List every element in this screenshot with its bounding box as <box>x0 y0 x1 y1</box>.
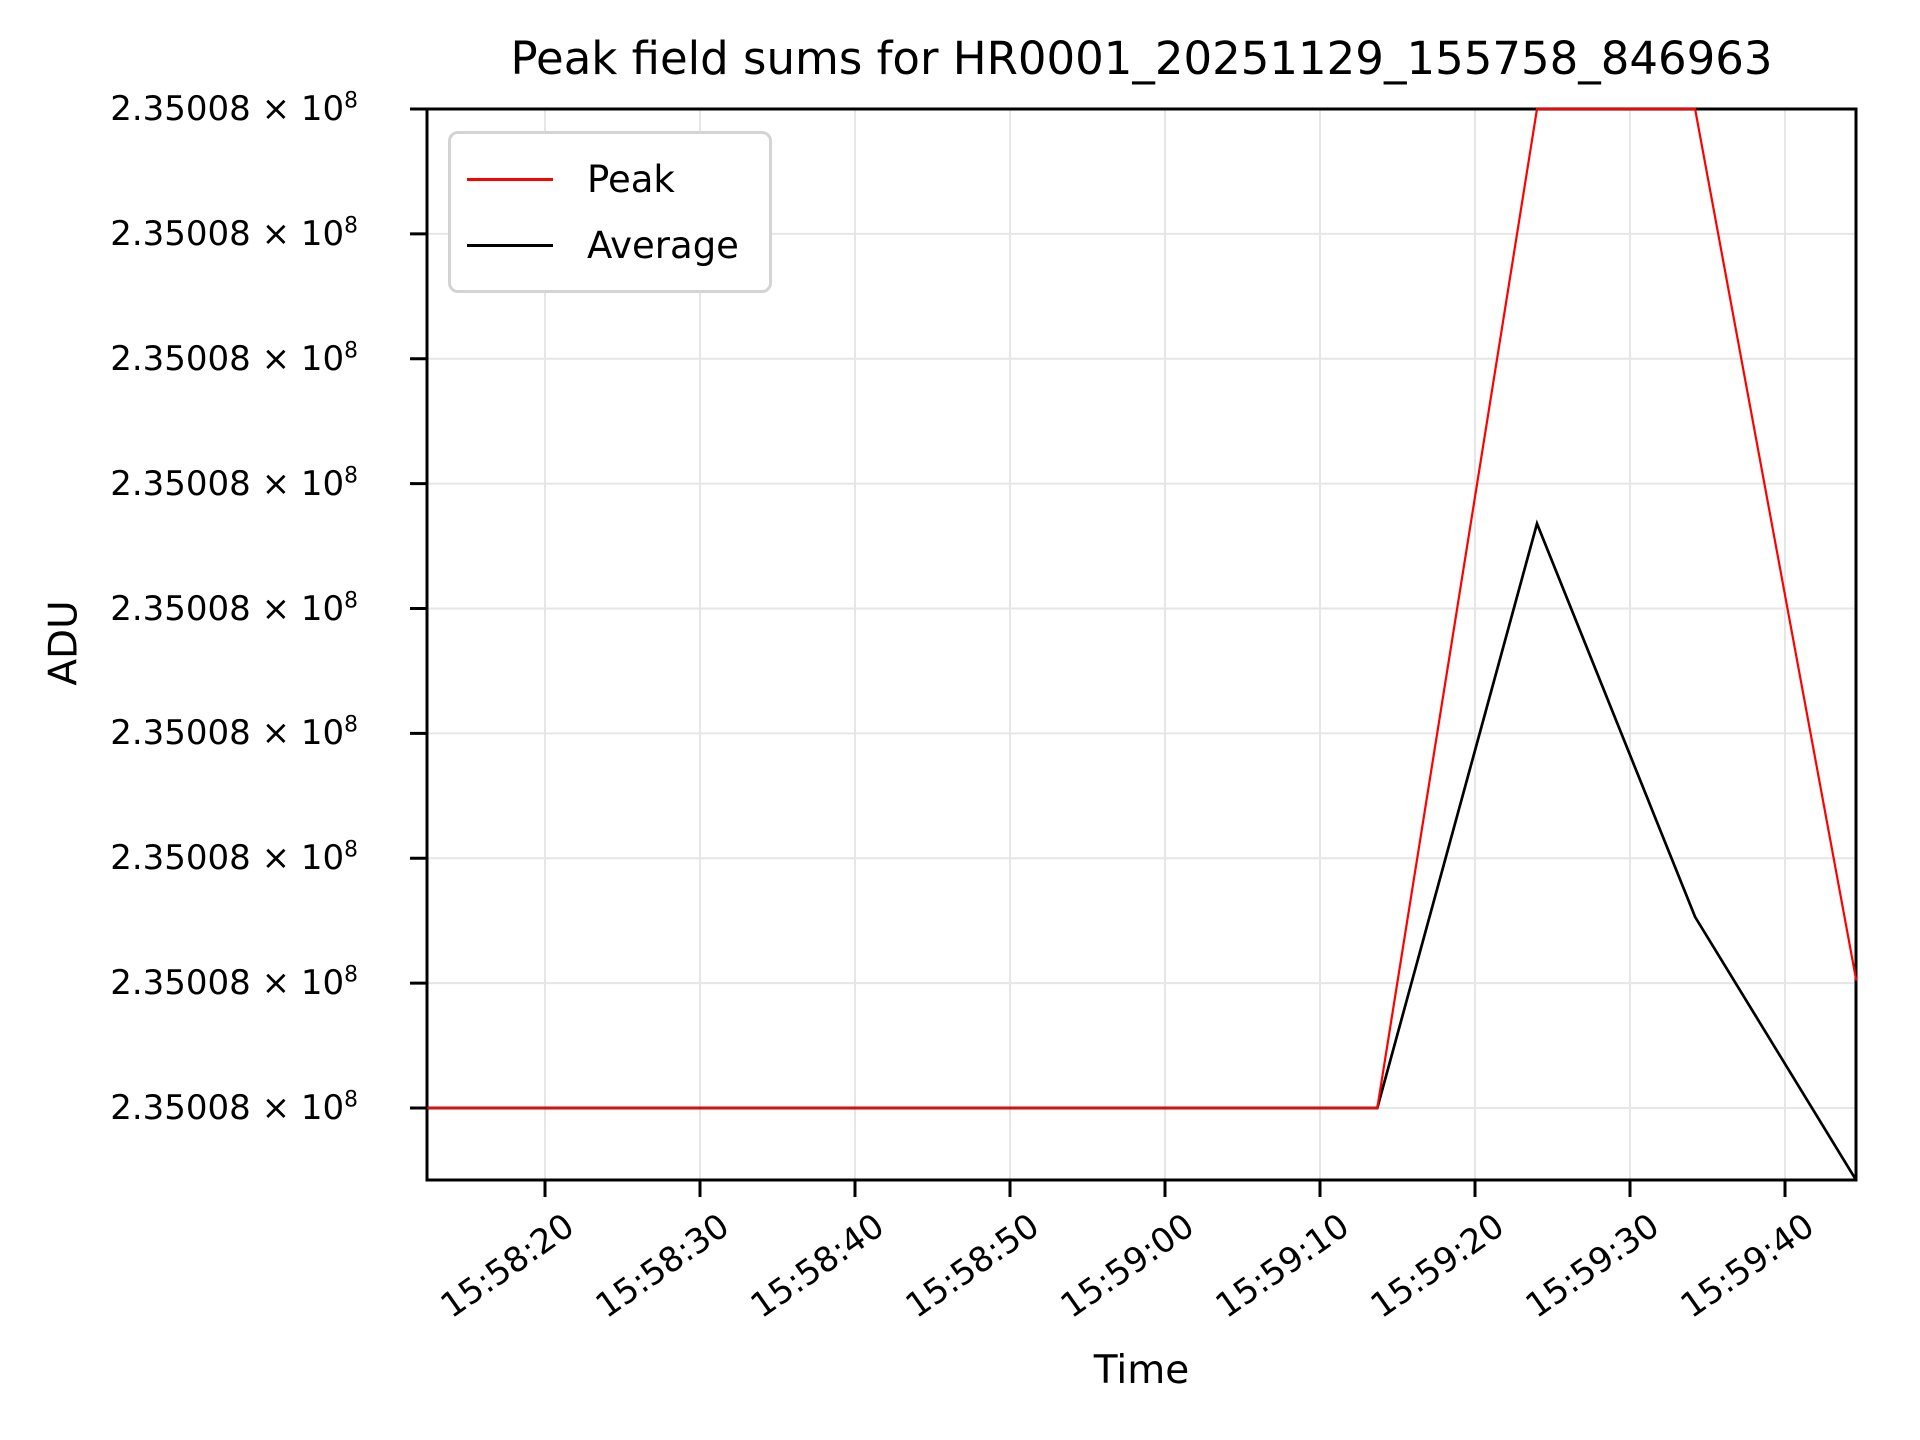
y-tick-label-exponent: 8 <box>344 713 358 739</box>
y-tick-label-mantissa: 2.35008 × 10 <box>110 838 345 879</box>
y-tick-label: 2.35008 × 108 <box>40 836 358 880</box>
y-tick-label-exponent: 8 <box>344 962 358 988</box>
x-axis-label: Time <box>1093 1348 1190 1393</box>
y-tick-label-mantissa: 2.35008 × 10 <box>110 213 345 254</box>
y-tick-label: 2.35008 × 108 <box>40 462 358 506</box>
average-legend-line-icon <box>467 243 553 247</box>
y-tick-label: 2.35008 × 108 <box>40 587 358 631</box>
y-tick-label-mantissa: 2.35008 × 10 <box>110 338 345 379</box>
y-tick-label-exponent: 8 <box>344 463 358 489</box>
y-tick-label-exponent: 8 <box>344 588 358 614</box>
y-tick-label-mantissa: 2.35008 × 10 <box>110 463 345 504</box>
y-tick-label-exponent: 8 <box>344 88 358 114</box>
y-tick-label: 2.35008 × 108 <box>40 1086 358 1130</box>
legend: Peak Average <box>448 131 772 293</box>
y-tick-label-mantissa: 2.35008 × 10 <box>110 89 345 129</box>
chart-title: Peak field sums for HR0001_20251129_1557… <box>510 32 1773 85</box>
y-tick-label-exponent: 8 <box>344 1087 358 1113</box>
peak-line <box>427 107 1858 1110</box>
peak-legend-line-icon <box>467 177 553 181</box>
average-line <box>427 519 1858 1182</box>
y-tick-label: 2.35008 × 108 <box>40 212 358 256</box>
y-tick-label-exponent: 8 <box>344 338 358 364</box>
legend-label-average: Average <box>587 223 739 267</box>
y-tick-label: 2.35008 × 108 <box>40 711 358 755</box>
y-tick-label: 2.35008 × 108 <box>40 961 358 1005</box>
plot-border <box>425 107 1858 1182</box>
y-tick-label-mantissa: 2.35008 × 10 <box>110 963 345 1004</box>
y-tick-label-mantissa: 2.35008 × 10 <box>110 1088 345 1128</box>
y-tick-label-mantissa: 2.35008 × 10 <box>110 713 345 754</box>
y-tick-label-exponent: 8 <box>344 837 358 863</box>
y-tick-label: 2.35008 × 108 <box>40 87 358 131</box>
y-tick-label-exponent: 8 <box>344 213 358 239</box>
legend-entry-peak: Peak <box>467 148 739 210</box>
legend-entry-average: Average <box>467 214 739 276</box>
legend-label-peak: Peak <box>587 157 675 201</box>
y-tick-label-mantissa: 2.35008 × 10 <box>110 588 345 629</box>
y-tick-label: 2.35008 × 108 <box>40 337 358 381</box>
